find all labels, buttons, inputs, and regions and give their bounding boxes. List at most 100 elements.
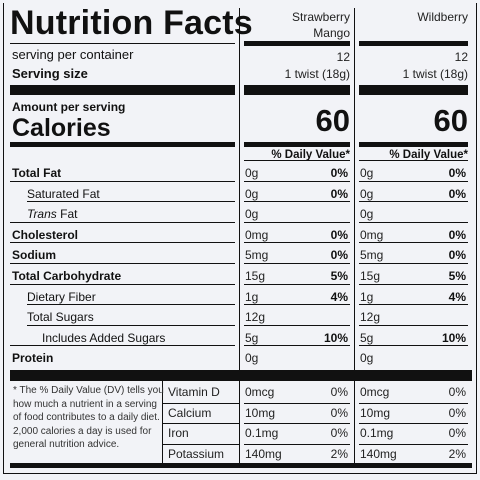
vitamin-amount: 0.1mg	[360, 426, 394, 440]
daily-value-header: % Daily Value*	[389, 149, 468, 161]
footnote-line: * The % Daily Value (DV) tells you	[13, 385, 164, 396]
product-header-bar	[359, 41, 468, 46]
vitamin-label: Iron	[168, 426, 189, 440]
nutrient-amount: 15g	[360, 269, 381, 283]
vitamin-label-divider	[163, 423, 239, 424]
serving-size-label: Serving size	[12, 66, 88, 81]
nutrient-dv: 0%	[448, 186, 466, 201]
row-divider	[10, 263, 235, 264]
footnote-line: 2,000 calories a day is used for	[13, 425, 152, 437]
nutrient-dv: 10%	[441, 330, 466, 345]
product-thick-bar	[244, 85, 350, 95]
product-name: Wildberry	[359, 9, 468, 25]
vitamin-amount: 0mcg	[245, 385, 275, 399]
footnote-line: how much a nutrient in a serving	[13, 398, 157, 410]
calories-label: Calories	[12, 114, 111, 142]
nutrient-amount: 12g	[360, 310, 381, 325]
footnote: * The % Daily Value (DV) tells you how mu…	[13, 384, 164, 452]
vitamin-dv: 0%	[330, 385, 348, 399]
thick-bar-left	[10, 85, 235, 95]
product-row-divider	[359, 324, 468, 326]
nutrient-dv: 0%	[330, 166, 348, 180]
vitamin-divider	[244, 423, 350, 424]
product-medium-bar	[359, 142, 468, 147]
row-divider	[10, 221, 235, 223]
product-row-divider	[359, 221, 468, 223]
nutrient-label: Protein	[12, 351, 54, 366]
product-row-divider	[244, 201, 350, 203]
product-row-divider	[359, 263, 468, 264]
product-row-divider	[359, 180, 468, 182]
nutrient-dv: 5%	[330, 269, 348, 283]
serving-size-value: 1 twist (18g)	[284, 67, 350, 81]
product-row-divider	[244, 180, 350, 182]
nutrient-amount: 0mg	[245, 227, 269, 242]
row-divider	[10, 242, 235, 244]
product-row-divider	[244, 221, 350, 223]
vitamin-divider	[359, 402, 468, 404]
footnote-line: general nutrition advice.	[13, 439, 120, 450]
divider	[10, 43, 235, 44]
product-name-line: Wildberry	[417, 10, 468, 24]
calories-value: 60	[315, 103, 350, 138]
product-row-divider	[244, 304, 350, 306]
product-name-line: Strawberry	[291, 10, 350, 24]
vitamin-label: Calcium	[168, 405, 212, 420]
nutrient-amount: 0g	[245, 166, 259, 180]
vitamin-dv: 0%	[448, 385, 466, 399]
nutrient-label: Cholesterol	[12, 227, 79, 242]
footnote-line: of food contributes to a daily diet.	[13, 412, 160, 423]
row-divider	[27, 324, 235, 326]
vitamin-amount: 0.1mg	[245, 426, 279, 440]
nutrient-amount: 5mg	[360, 248, 384, 263]
nutrient-label: Includes Added Sugars	[42, 330, 166, 345]
vitamin-divider	[244, 443, 350, 445]
vitamin-dv: 2%	[330, 446, 348, 461]
nutrient-amount: 5g	[245, 330, 259, 345]
medium-bar-left	[10, 142, 235, 147]
nutrient-amount: 0g	[245, 207, 259, 222]
vitamin-divider	[359, 423, 468, 424]
label-title: Nutrition Facts	[10, 4, 253, 42]
row-divider	[27, 304, 235, 306]
vitamin-dv: 0%	[448, 426, 466, 440]
nutrient-amount: 0g	[360, 166, 374, 180]
product-row-divider	[244, 283, 350, 285]
vitamin-divider	[244, 402, 350, 404]
vitamin-amount: 10mg	[360, 405, 391, 420]
nutrient-label: Total Carbohydrate	[12, 269, 122, 283]
product-row-divider	[359, 304, 468, 306]
bottom-bar	[10, 463, 472, 468]
nutrient-amount: 0g	[360, 351, 374, 366]
product-row-divider	[244, 242, 350, 244]
nutrient-label-suffix: Fat	[56, 207, 78, 222]
nutrient-dv: 5%	[448, 269, 466, 283]
nutrient-label: Total Sugars	[27, 310, 94, 325]
nutrient-dv: 0%	[448, 166, 466, 180]
product-name: Strawberry Mango	[244, 9, 350, 41]
nutrient-label: Total Fat	[12, 166, 62, 180]
nutrient-amount: 5mg	[245, 248, 269, 263]
vitamin-amount: 140mg	[360, 446, 397, 461]
product-name-line: Mango	[313, 26, 350, 40]
nutrient-amount: 5g	[360, 330, 374, 345]
vitamin-label: Potassium	[168, 446, 225, 461]
product-row-divider	[359, 242, 468, 244]
nutrient-dv: 0%	[448, 248, 466, 263]
bottom-border	[3, 473, 477, 474]
vitamin-divider	[359, 443, 468, 445]
column-separator	[239, 8, 240, 464]
nutrient-amount: 0g	[245, 351, 259, 366]
footnote-separator	[162, 381, 163, 464]
vitamin-amount: 0mcg	[360, 385, 390, 399]
product-row-divider	[359, 201, 468, 203]
calories-value: 60	[433, 103, 468, 138]
nutrient-amount: 1g	[360, 289, 374, 304]
column-separator	[354, 8, 355, 464]
nutrient-amount: 0g	[360, 186, 374, 201]
vitamin-label-divider	[163, 443, 239, 445]
vitamin-dv: 0%	[330, 426, 348, 440]
nutrient-dv: 0%	[448, 227, 466, 242]
nutrient-amount: 0mg	[360, 227, 384, 242]
vitamin-amount: 140mg	[245, 446, 282, 461]
